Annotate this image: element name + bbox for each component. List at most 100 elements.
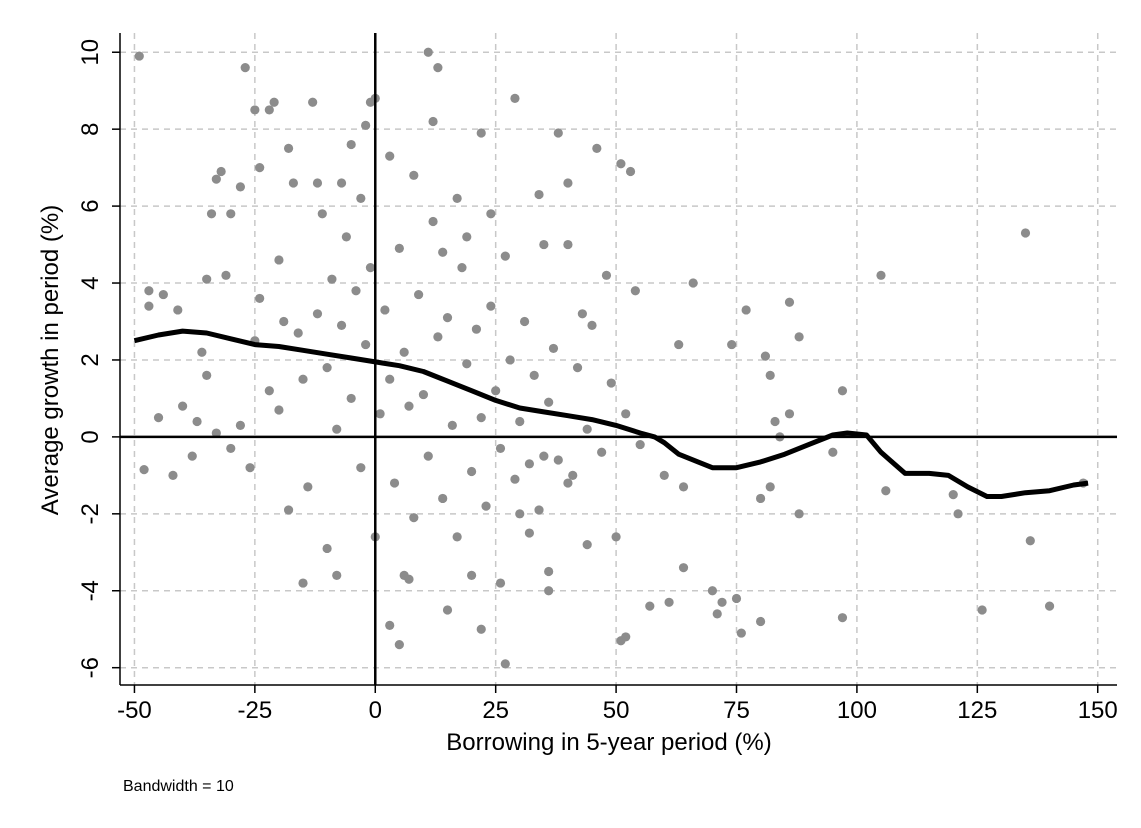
point	[375, 409, 385, 419]
point	[139, 464, 149, 475]
point	[765, 370, 775, 380]
point	[308, 97, 318, 107]
point	[736, 628, 746, 638]
x-tick-label: 75	[723, 697, 750, 724]
y-tick-label: 2	[77, 353, 104, 366]
point	[312, 309, 323, 319]
point	[197, 347, 207, 357]
point	[356, 463, 366, 473]
point	[385, 620, 395, 630]
point	[264, 105, 274, 115]
point	[303, 482, 313, 492]
point	[283, 505, 294, 515]
point	[635, 439, 645, 450]
point	[447, 420, 457, 430]
point	[948, 489, 958, 500]
point	[452, 532, 462, 542]
point	[828, 447, 838, 457]
point	[784, 297, 795, 307]
point	[486, 301, 496, 311]
point	[327, 274, 337, 284]
x-tick-label: 125	[957, 697, 997, 724]
point	[250, 105, 260, 115]
point	[645, 601, 655, 611]
point	[794, 332, 804, 342]
point	[755, 616, 766, 627]
point	[505, 355, 515, 365]
point	[625, 166, 636, 177]
point	[274, 405, 284, 415]
point	[144, 286, 154, 296]
point	[404, 401, 414, 411]
point	[876, 270, 886, 280]
point	[529, 370, 539, 380]
point	[544, 566, 554, 577]
point	[519, 316, 530, 327]
point	[572, 363, 583, 373]
point	[727, 339, 737, 350]
point	[298, 374, 308, 384]
point	[577, 309, 587, 319]
point	[534, 189, 544, 200]
point	[568, 470, 578, 480]
point	[317, 209, 327, 219]
point	[332, 424, 342, 434]
x-tick-label: -50	[117, 697, 152, 724]
point	[322, 543, 332, 554]
point	[433, 63, 443, 73]
point	[312, 178, 323, 188]
point	[741, 305, 751, 315]
point	[394, 640, 404, 650]
point	[500, 251, 510, 261]
point	[486, 209, 496, 219]
point	[192, 416, 202, 427]
point	[346, 393, 356, 404]
point	[283, 143, 294, 153]
y-tick-label: 8	[77, 122, 104, 135]
point	[539, 239, 549, 250]
point	[524, 528, 534, 538]
point	[409, 170, 419, 180]
point	[731, 593, 742, 604]
point	[269, 97, 279, 107]
point	[423, 47, 433, 57]
point	[659, 470, 669, 480]
point	[611, 532, 621, 542]
point	[953, 509, 963, 519]
point	[688, 278, 698, 288]
point	[221, 270, 231, 280]
point	[630, 286, 640, 296]
point	[385, 151, 395, 161]
point	[563, 178, 573, 188]
point	[977, 605, 987, 615]
point	[495, 443, 506, 454]
x-tick-label: -25	[238, 697, 273, 724]
point	[1020, 228, 1031, 238]
point	[712, 609, 722, 619]
point	[235, 182, 246, 192]
point	[336, 320, 347, 330]
point	[288, 178, 298, 188]
point	[202, 370, 212, 380]
point	[755, 493, 766, 504]
point	[365, 263, 376, 273]
point	[168, 470, 178, 480]
point	[158, 289, 168, 300]
point	[544, 586, 554, 596]
x-axis-title: Borrowing in 5-year period (%)	[446, 729, 771, 756]
point	[544, 397, 554, 407]
y-tick-label: -2	[77, 503, 104, 524]
point	[582, 424, 592, 434]
point	[423, 451, 433, 461]
point	[784, 409, 795, 419]
point	[515, 509, 525, 519]
point	[510, 93, 520, 103]
point	[202, 274, 212, 284]
point	[462, 232, 472, 242]
point	[563, 239, 573, 250]
point	[206, 209, 217, 219]
point	[707, 586, 718, 596]
point	[500, 659, 510, 669]
